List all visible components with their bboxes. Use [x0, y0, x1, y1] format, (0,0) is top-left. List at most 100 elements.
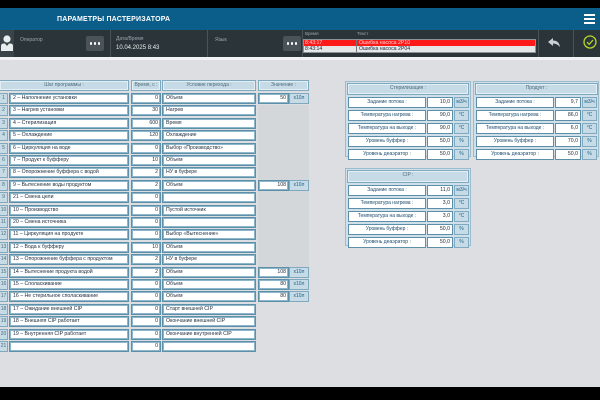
time-cell[interactable]: 0: [131, 93, 161, 104]
time-cell[interactable]: 0: [131, 328, 161, 340]
value-cell[interactable]: 108: [258, 179, 289, 191]
top-bezel: [0, 0, 600, 8]
time-cell[interactable]: 10: [131, 155, 161, 166]
value-cell[interactable]: 50: [258, 93, 289, 104]
time-cell[interactable]: 2: [131, 254, 161, 266]
time-cell[interactable]: 10: [131, 241, 161, 253]
param-value[interactable]: 90,0: [427, 110, 453, 121]
time-cell[interactable]: 0: [131, 279, 161, 290]
alarm-row-active[interactable]: 8:43:17 Ошибка насоса 2P10: [304, 40, 535, 46]
step-cell[interactable]: 8 – Опорожнение буффера с водой: [9, 167, 129, 179]
condition-cell[interactable]: [162, 192, 256, 204]
step-cell[interactable]: 6 – Циркуляция на воде: [9, 142, 129, 154]
step-cell[interactable]: 11 – Циркуляция на продукте: [9, 229, 129, 241]
condition-cell[interactable]: [162, 217, 256, 228]
step-cell[interactable]: 10 – Производство: [9, 204, 129, 216]
time-cell[interactable]: 600: [131, 117, 161, 129]
user-button[interactable]: [0, 30, 14, 57]
time-cell[interactable]: 120: [131, 130, 161, 142]
param-value[interactable]: 90,0: [427, 123, 453, 134]
param-value[interactable]: 11,0: [427, 185, 453, 196]
step-cell[interactable]: [9, 341, 129, 352]
condition-cell[interactable]: Объем: [162, 179, 256, 191]
param-value[interactable]: 3,0: [427, 211, 453, 222]
param-value[interactable]: 6,0: [555, 123, 581, 134]
language-more-button[interactable]: [283, 36, 301, 51]
row-number: 16: [0, 279, 8, 290]
condition-cell[interactable]: Окончание внешней CIP: [162, 316, 256, 328]
row-number: 14: [0, 254, 8, 266]
time-cell[interactable]: 0: [131, 303, 161, 315]
operator-more-button[interactable]: [86, 36, 104, 51]
condition-cell[interactable]: Нагрев: [162, 105, 256, 117]
param-value[interactable]: 86,0: [555, 110, 581, 121]
time-cell[interactable]: 0: [131, 217, 161, 228]
unit-label: x10л: [289, 291, 309, 303]
row-number: 13: [0, 241, 8, 253]
time-cell[interactable]: 30: [131, 105, 161, 117]
step-cell[interactable]: 13 – Опорожнение буффера с продуктом: [9, 254, 129, 266]
acknowledge-check-icon[interactable]: [583, 35, 597, 49]
condition-cell[interactable]: Охлаждение: [162, 130, 256, 142]
step-cell[interactable]: 5 – Охлаждение: [9, 130, 129, 142]
param-value[interactable]: 50,0: [555, 149, 581, 160]
step-cell[interactable]: 20 – Смена источника: [9, 217, 129, 228]
step-cell[interactable]: 15 – Споласкивание: [9, 279, 129, 290]
alarm-row[interactable]: 8:43:14 Ошибка насоса 2P04: [304, 46, 535, 52]
condition-cell[interactable]: Выбор «Вытеснение»: [162, 229, 256, 241]
condition-cell[interactable]: Объем: [162, 93, 256, 104]
unit-label: x10л: [289, 266, 309, 278]
step-cell[interactable]: 3 – Нагрев установки: [9, 105, 129, 117]
step-cell[interactable]: 7 – Продукт к буфферу: [9, 155, 129, 166]
step-cell[interactable]: 4 – Стерилизация: [9, 117, 129, 129]
param-value[interactable]: 50,0: [427, 136, 453, 147]
time-cell[interactable]: 0: [131, 142, 161, 154]
step-cell[interactable]: 12 – Вода к буфферу: [9, 241, 129, 253]
time-cell[interactable]: 0: [131, 291, 161, 303]
back-arrow-icon[interactable]: [548, 38, 560, 48]
condition-cell[interactable]: НУ в буфере: [162, 167, 256, 179]
condition-cell[interactable]: НУ в буфере: [162, 254, 256, 266]
param-value[interactable]: 50,0: [427, 224, 453, 235]
step-cell[interactable]: 19 – Внутренняя CIP работает: [9, 328, 129, 340]
condition-cell[interactable]: Пустой источник: [162, 204, 256, 216]
hamburger-menu-icon[interactable]: [584, 14, 595, 24]
value-cell[interactable]: 80: [258, 279, 289, 290]
condition-cell[interactable]: Выбор «Производство»: [162, 142, 256, 154]
param-value[interactable]: 10,0: [427, 97, 453, 108]
condition-cell[interactable]: Старт внешней CIP: [162, 303, 256, 315]
condition-cell[interactable]: [162, 341, 256, 352]
param-value[interactable]: 50,0: [427, 237, 453, 248]
time-cell[interactable]: 0: [131, 341, 161, 352]
condition-cell[interactable]: Объем: [162, 291, 256, 303]
step-cell[interactable]: 21 – Смена цели: [9, 192, 129, 204]
row-number: 1: [0, 93, 8, 104]
time-cell[interactable]: 0: [131, 229, 161, 241]
param-value[interactable]: 9,7: [555, 97, 581, 108]
step-cell[interactable]: 14 – Вытеснение продукта водой: [9, 266, 129, 278]
step-cell[interactable]: 9 – Вытеснение воды продуктом: [9, 179, 129, 191]
condition-cell[interactable]: Объем: [162, 241, 256, 253]
time-cell[interactable]: 2: [131, 167, 161, 179]
step-cell[interactable]: 16 – Не стерильное споласкивание: [9, 291, 129, 303]
param-value[interactable]: 50,0: [427, 149, 453, 160]
time-cell[interactable]: 0: [131, 192, 161, 204]
param-value[interactable]: 70,0: [555, 136, 581, 147]
time-cell[interactable]: 2: [131, 179, 161, 191]
time-cell[interactable]: 0: [131, 204, 161, 216]
step-cell[interactable]: 2 – Наполнение установки: [9, 93, 129, 104]
param-unit: %: [454, 237, 469, 248]
time-cell[interactable]: 0: [131, 316, 161, 328]
param-value[interactable]: 3,0: [427, 198, 453, 209]
value-cell[interactable]: 80: [258, 291, 289, 303]
condition-cell[interactable]: Объем: [162, 279, 256, 290]
condition-cell[interactable]: Объем: [162, 155, 256, 166]
step-cell[interactable]: 17 – Ожидание внешней CIP: [9, 303, 129, 315]
time-cell[interactable]: 2: [131, 266, 161, 278]
condition-cell[interactable]: Объем: [162, 266, 256, 278]
condition-cell[interactable]: Время: [162, 117, 256, 129]
condition-cell[interactable]: Окончание внутренней CIP: [162, 328, 256, 340]
alarm-list[interactable]: 8:43:17 Ошибка насоса 2P10 8:43:14 Ошибк…: [303, 39, 536, 53]
step-cell[interactable]: 18 – Внешняя CIP работает: [9, 316, 129, 328]
value-cell[interactable]: 108: [258, 266, 289, 278]
